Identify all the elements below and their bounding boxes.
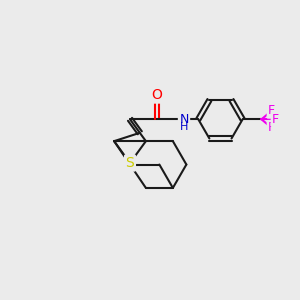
Text: F: F	[268, 104, 275, 118]
Text: H: H	[180, 122, 188, 132]
Text: F: F	[268, 121, 275, 134]
Text: O: O	[152, 88, 162, 102]
Text: F: F	[272, 113, 279, 126]
Text: S: S	[126, 156, 134, 170]
Text: N: N	[179, 113, 189, 126]
